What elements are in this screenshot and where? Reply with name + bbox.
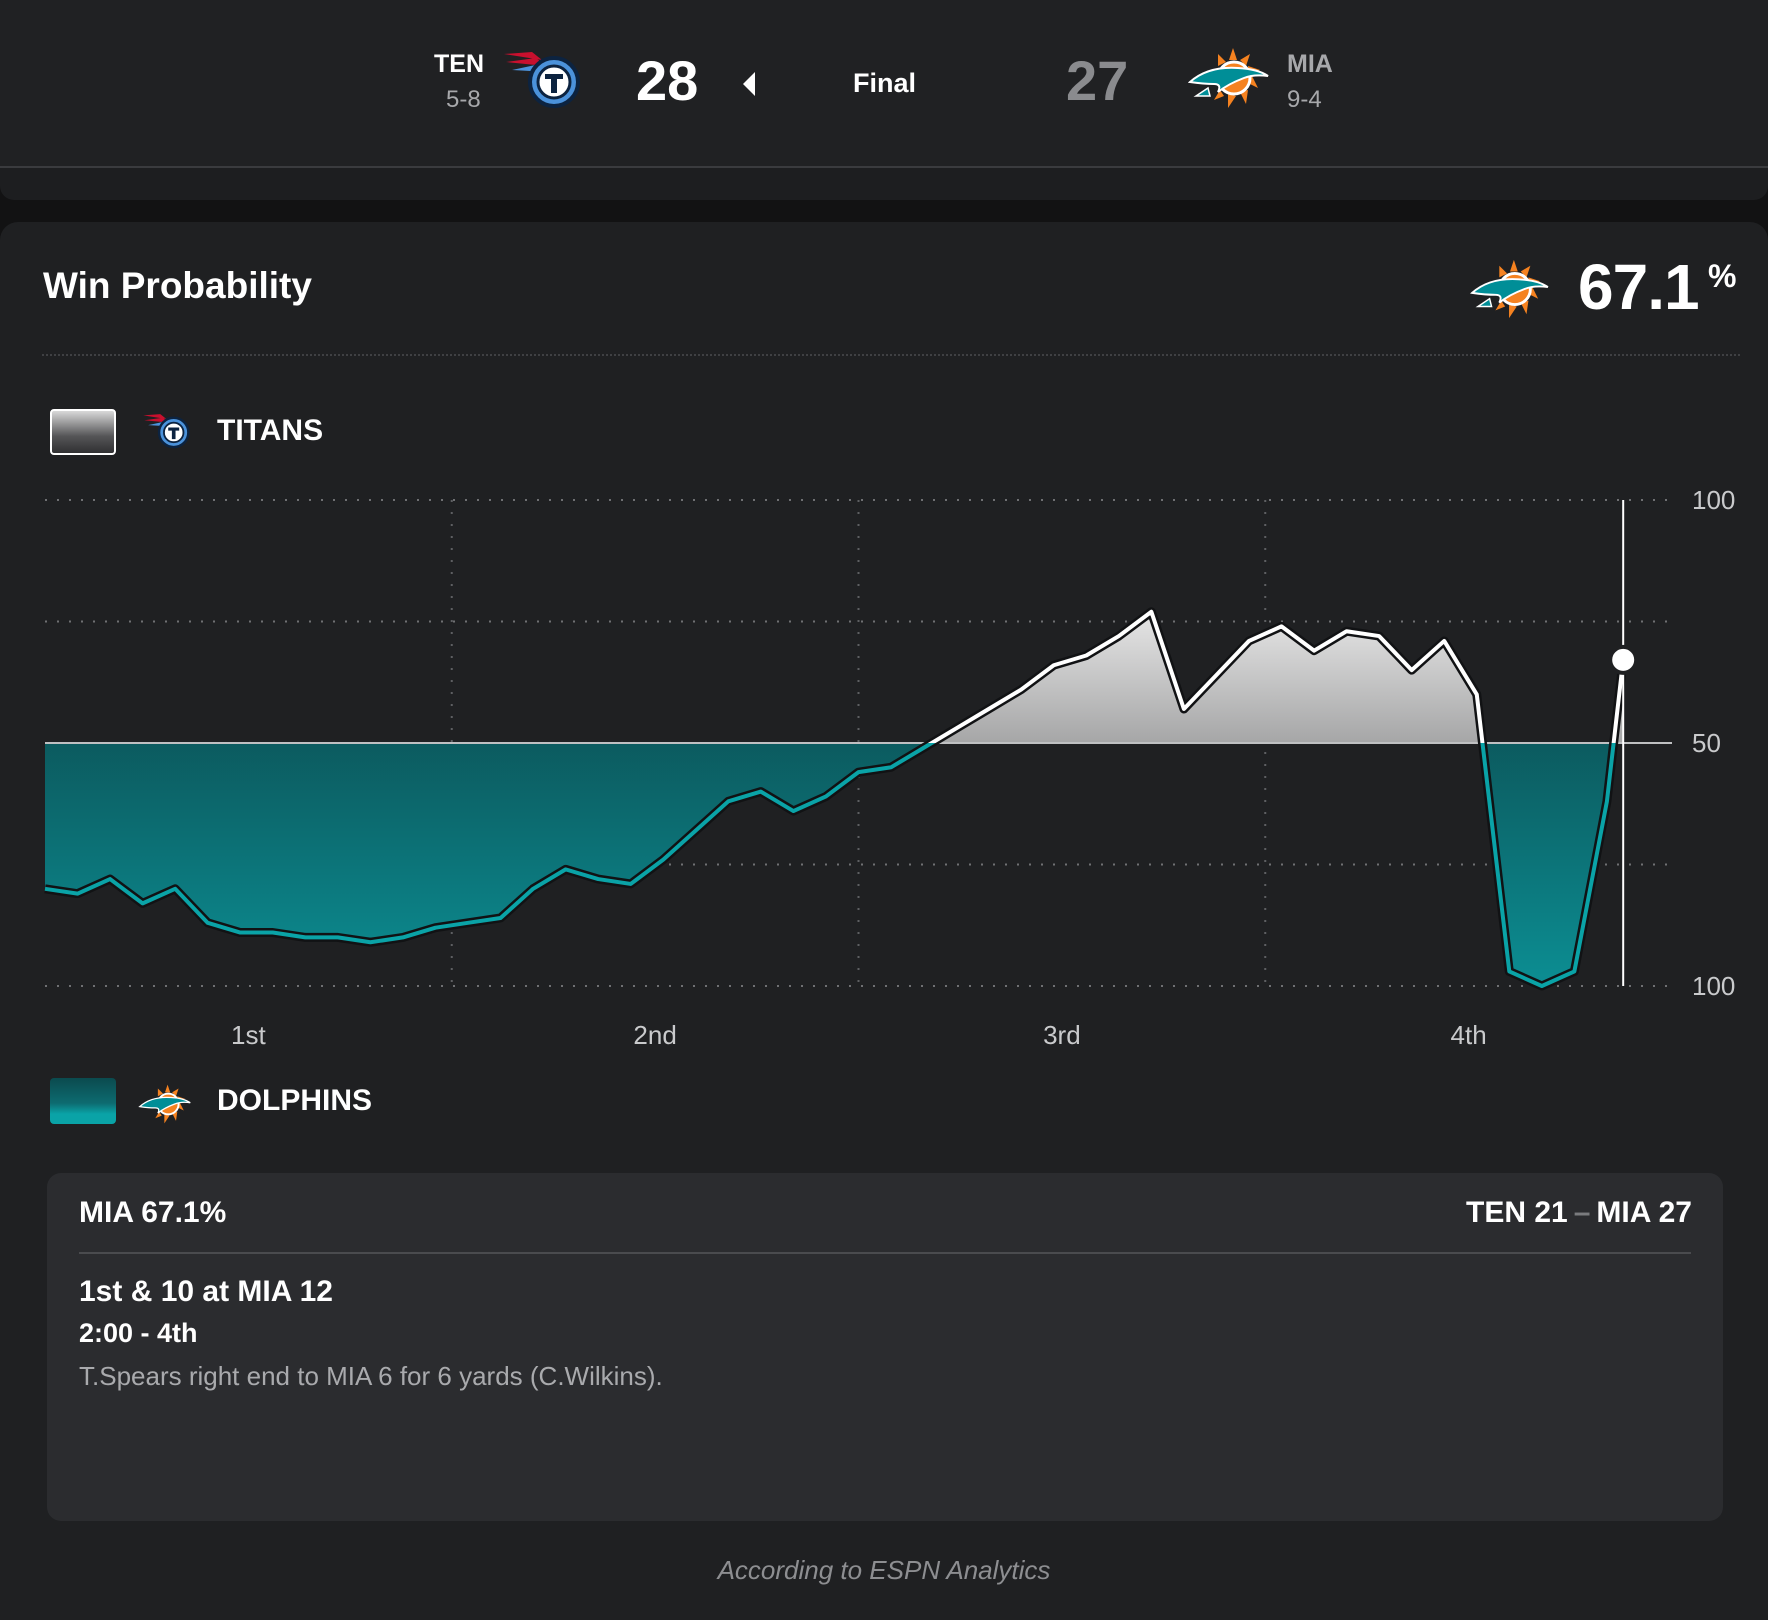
titans-logo-icon <box>142 410 192 455</box>
play-score-home: MIA 27 <box>1596 1196 1692 1229</box>
y-tick-label: 100 <box>1692 485 1735 515</box>
x-tick-label: 3rd <box>1043 1020 1081 1050</box>
chart-svg[interactable]: 100 50 100 1st 2nd 3rd 4th <box>0 470 1768 1070</box>
play-description: T.Spears right end to MIA 6 for 6 yards … <box>79 1361 663 1391</box>
dolphins-logo-icon <box>1469 256 1550 327</box>
current-play-marker <box>1608 644 1639 675</box>
footer-attribution: According to ESPN Analytics <box>717 1555 1051 1585</box>
card-title: Win Probability <box>43 265 312 306</box>
titans-legend-label: TITANS <box>217 414 324 447</box>
y-tick-label: 100 <box>1692 971 1735 1001</box>
play-win-probability: MIA 67.1% <box>79 1196 227 1229</box>
home-team-score: 27 <box>1066 49 1129 112</box>
scoreboard-header: TEN 5-8 28 Final 27 MIA 9-4 <box>0 0 1768 168</box>
titans-line <box>927 609 1626 743</box>
home-team-record: 9-4 <box>1287 86 1322 113</box>
dolphins-legend-label: DOLPHINS <box>217 1084 373 1117</box>
titans-logo-icon[interactable] <box>502 48 584 113</box>
dolphins-line <box>44 743 1616 988</box>
x-tick-label: 2nd <box>633 1020 676 1050</box>
play-clock: 2:00 - 4th <box>79 1318 198 1348</box>
x-tick-label: 4th <box>1451 1020 1487 1050</box>
game-status: Final <box>853 68 917 98</box>
play-score-away: TEN 21 <box>1466 1196 1568 1229</box>
play-score-dash: – <box>1573 1196 1591 1229</box>
win-probability-chart[interactable]: 100 50 100 1st 2nd 3rd 4th <box>0 470 1768 1070</box>
home-team-abbr[interactable]: MIA <box>1287 50 1333 78</box>
current-win-pct-sign: % <box>1708 258 1737 294</box>
dolphins-logo-icon[interactable] <box>1187 44 1270 117</box>
play-score: TEN 21– MIA 27 <box>1466 1196 1692 1230</box>
current-win-pct: 67.1 <box>1578 251 1700 323</box>
dolphins-logo-icon <box>138 1082 192 1131</box>
titans-legend-swatch <box>50 409 116 455</box>
play-detail-box <box>47 1173 1723 1521</box>
winner-arrow-icon <box>743 72 755 96</box>
titans-area <box>45 611 1624 743</box>
away-team-record: 5-8 <box>446 86 481 113</box>
y-tick-label: 50 <box>1692 728 1721 758</box>
play-down-distance: 1st & 10 at MIA 12 <box>79 1275 333 1308</box>
header-divider <box>42 354 1740 356</box>
dolphins-legend-swatch <box>50 1078 116 1124</box>
x-tick-label: 1st <box>231 1020 266 1050</box>
section-strip <box>0 168 1768 200</box>
away-team-abbr[interactable]: TEN <box>434 50 484 78</box>
away-team-score: 28 <box>636 49 699 112</box>
play-divider <box>79 1252 1691 1254</box>
